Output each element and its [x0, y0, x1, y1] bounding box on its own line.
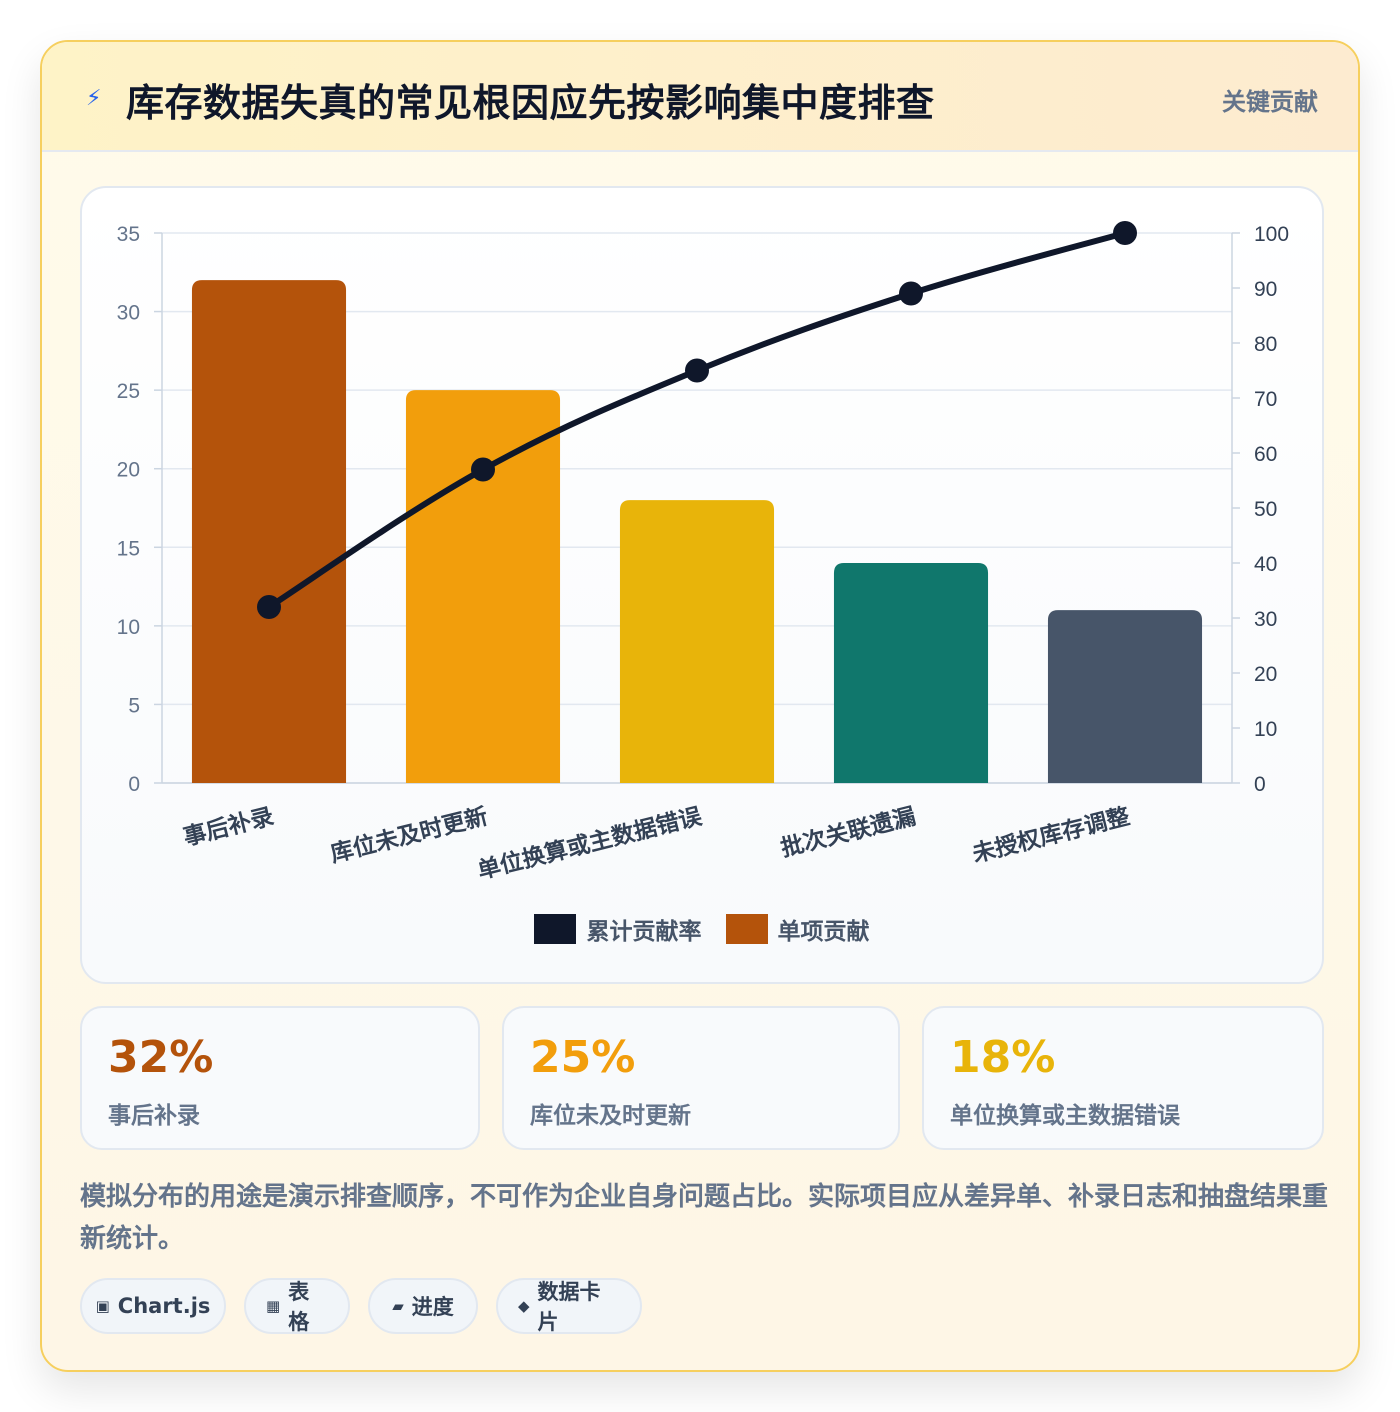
chip-chartjs[interactable]: ▣ Chart.js: [80, 1278, 226, 1334]
legend-item-single[interactable]: 单项贡献: [725, 912, 870, 946]
y-right-tick-label: 40: [1254, 553, 1277, 576]
y-right-tick-label: 10: [1254, 718, 1277, 741]
diamond-icon: ◆: [518, 1297, 530, 1315]
chart-legend: 累计贡献率 单项贡献: [82, 912, 1322, 950]
x-category-label: 库位未及时更新: [328, 803, 491, 868]
stat-label: 事后补录: [108, 1103, 200, 1129]
stat-value: 18%: [950, 1032, 1056, 1083]
stat-card-3: 18% 单位换算或主数据错误: [922, 1006, 1324, 1150]
stat-card-1: 32% 事后补录: [80, 1006, 480, 1150]
y-left-tick-label: 25: [117, 380, 140, 403]
chip-label: 进度: [411, 1295, 454, 1319]
y-right-tick-label: 30: [1254, 608, 1277, 631]
y-right-tick-label: 100: [1254, 223, 1289, 246]
chip-label: Chart.js: [117, 1294, 211, 1318]
card-title: 库存数据失真的常见根因应先按影响集中度排查: [126, 81, 935, 125]
cumulative-point-1: [257, 595, 281, 619]
chart-card: ⚡ 库存数据失真的常见根因应先按影响集中度排查 关键贡献 0 5 10 15 20 25 3…: [40, 40, 1360, 1372]
chip-progress[interactable]: ▰ 进度: [368, 1278, 478, 1334]
stat-value: 32%: [108, 1032, 214, 1083]
bar-2: [405, 390, 561, 783]
y-left-tick-label: 30: [117, 302, 140, 325]
y-left-tick-label: 0: [128, 773, 140, 796]
y-right-tick-label: 0: [1254, 773, 1266, 796]
cumulative-point-2: [471, 457, 495, 482]
y-left-tick-label: 35: [117, 223, 140, 246]
chart-icon: ▣: [95, 1297, 110, 1315]
y-left-tick-label: 10: [117, 616, 140, 639]
bar-3: [619, 500, 775, 783]
bar-5: [1047, 610, 1203, 783]
stat-card-2: 25% 库位未及时更新: [502, 1006, 900, 1150]
bar-1: [191, 280, 347, 783]
cumulative-point-3: [685, 358, 709, 383]
chip-label: 数据卡片: [537, 1280, 601, 1334]
legend-swatch-cumulative: [534, 914, 577, 944]
y-right-tick-label: 60: [1254, 443, 1277, 466]
x-category-label: 未授权库存调整: [970, 803, 1133, 868]
chip-data-card[interactable]: ◆ 数据卡片: [496, 1278, 642, 1334]
legend-item-cumulative[interactable]: 累计贡献率: [534, 912, 701, 946]
card-header: ⚡ 库存数据失真的常见根因应先按影响集中度排查 关键贡献: [42, 42, 1358, 152]
chip-label: 表格: [288, 1280, 310, 1334]
stat-label: 单位换算或主数据错误: [950, 1103, 1180, 1129]
chart-panel: 0 5 10 15 20 25 30 35 0 10 20 30 40 50 60 70 80 90 100 事后补录…: [80, 186, 1324, 984]
legend-swatch-single: [725, 914, 768, 944]
chip-table[interactable]: ▦ 表格: [244, 1278, 350, 1334]
legend-label-single: 单项贡献: [777, 919, 870, 945]
stat-label: 库位未及时更新: [530, 1103, 691, 1129]
x-category-label: 事后补录: [181, 804, 277, 851]
y-left-tick-label: 5: [128, 694, 140, 717]
header-tag: 关键贡献: [1222, 88, 1318, 116]
y-right-tick-label: 50: [1254, 498, 1277, 521]
chart-note: 模拟分布的用途是演示排查顺序，不可作为企业自身问题占比。实际项目应从差异单、补录…: [80, 1182, 1329, 1254]
y-right-tick-label: 90: [1254, 278, 1277, 301]
stat-value: 25%: [530, 1032, 636, 1083]
y-right-tick-label: 20: [1254, 663, 1277, 686]
y-right-tick-label: 70: [1254, 388, 1277, 411]
x-category-label: 批次关联遗漏: [778, 803, 918, 863]
y-right-tick-label: 80: [1254, 333, 1277, 356]
x-category-label: 单位换算或主数据错误: [475, 802, 706, 884]
table-icon: ▦: [266, 1297, 281, 1315]
bar-4: [833, 563, 989, 783]
legend-label-cumulative: 累计贡献率: [586, 919, 702, 945]
cumulative-point-5: [1113, 221, 1137, 245]
pareto-chart: 0 5 10 15 20 25 30 35 0 10 20 30 40 50 60 70 80 90 100 事后补录…: [117, 221, 1289, 884]
y-left-tick-label: 15: [117, 537, 140, 560]
lightning-icon: ⚡: [86, 86, 102, 111]
cumulative-point-4: [899, 281, 923, 306]
progress-icon: ▰: [392, 1297, 404, 1315]
y-left-tick-label: 20: [117, 459, 140, 482]
